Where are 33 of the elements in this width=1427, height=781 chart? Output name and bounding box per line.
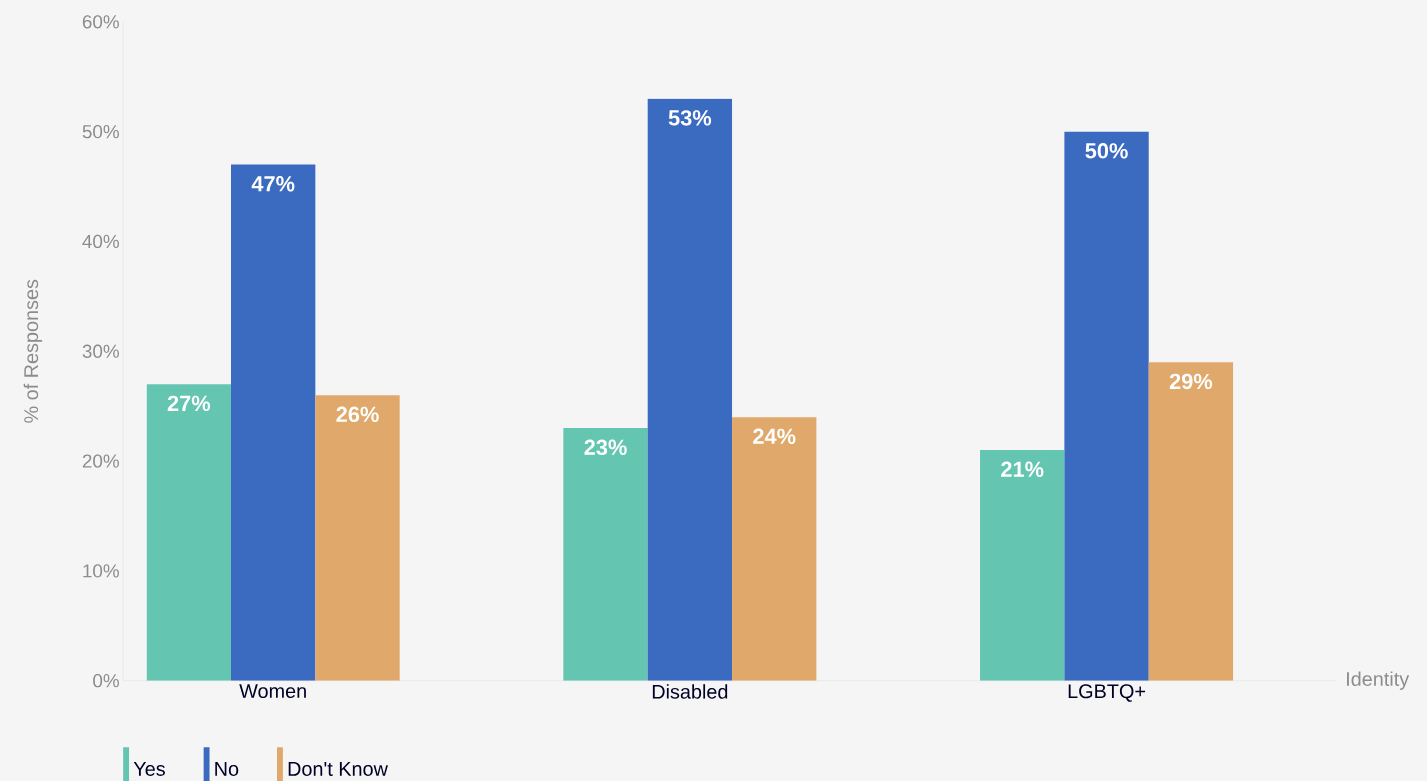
y-tick-label: 40% (82, 234, 119, 249)
data-label: 47% (251, 176, 295, 192)
y-tick-label: 50% (82, 125, 119, 139)
data-label: 24% (753, 428, 796, 445)
y-tick-label: 30% (82, 344, 119, 358)
bar (732, 417, 817, 681)
data-label: 23% (584, 439, 627, 456)
y-tick-label: 10% (83, 564, 119, 578)
legend-label: Yes (133, 762, 165, 776)
x-tick-label: Disabled (652, 684, 728, 699)
bar (231, 164, 316, 681)
bar (647, 98, 733, 681)
y-tick-label: 0% (93, 674, 119, 688)
bar (1148, 362, 1234, 681)
y-axis-title: % of Responses (23, 279, 43, 423)
y-tick-label: 60% (82, 15, 119, 29)
bar (563, 428, 648, 681)
data-label: 26% (336, 406, 379, 423)
data-label: 29% (1169, 373, 1213, 390)
bar (315, 395, 400, 681)
x-tick-label: Women (239, 684, 306, 699)
legend-label: Don't Know (288, 762, 388, 776)
data-label: 50% (1085, 143, 1128, 159)
x-tick-label: LGBTQ+ (1068, 684, 1146, 702)
legend-label: No (215, 762, 239, 776)
bar (980, 450, 1065, 681)
bar (146, 384, 231, 681)
data-label: 27% (167, 395, 211, 412)
data-label: 21% (1001, 461, 1044, 477)
y-tick-label: 20% (82, 454, 119, 468)
x-axis-title: Identity (1347, 671, 1410, 690)
bar (1064, 131, 1149, 681)
data-label: 53% (668, 110, 712, 126)
